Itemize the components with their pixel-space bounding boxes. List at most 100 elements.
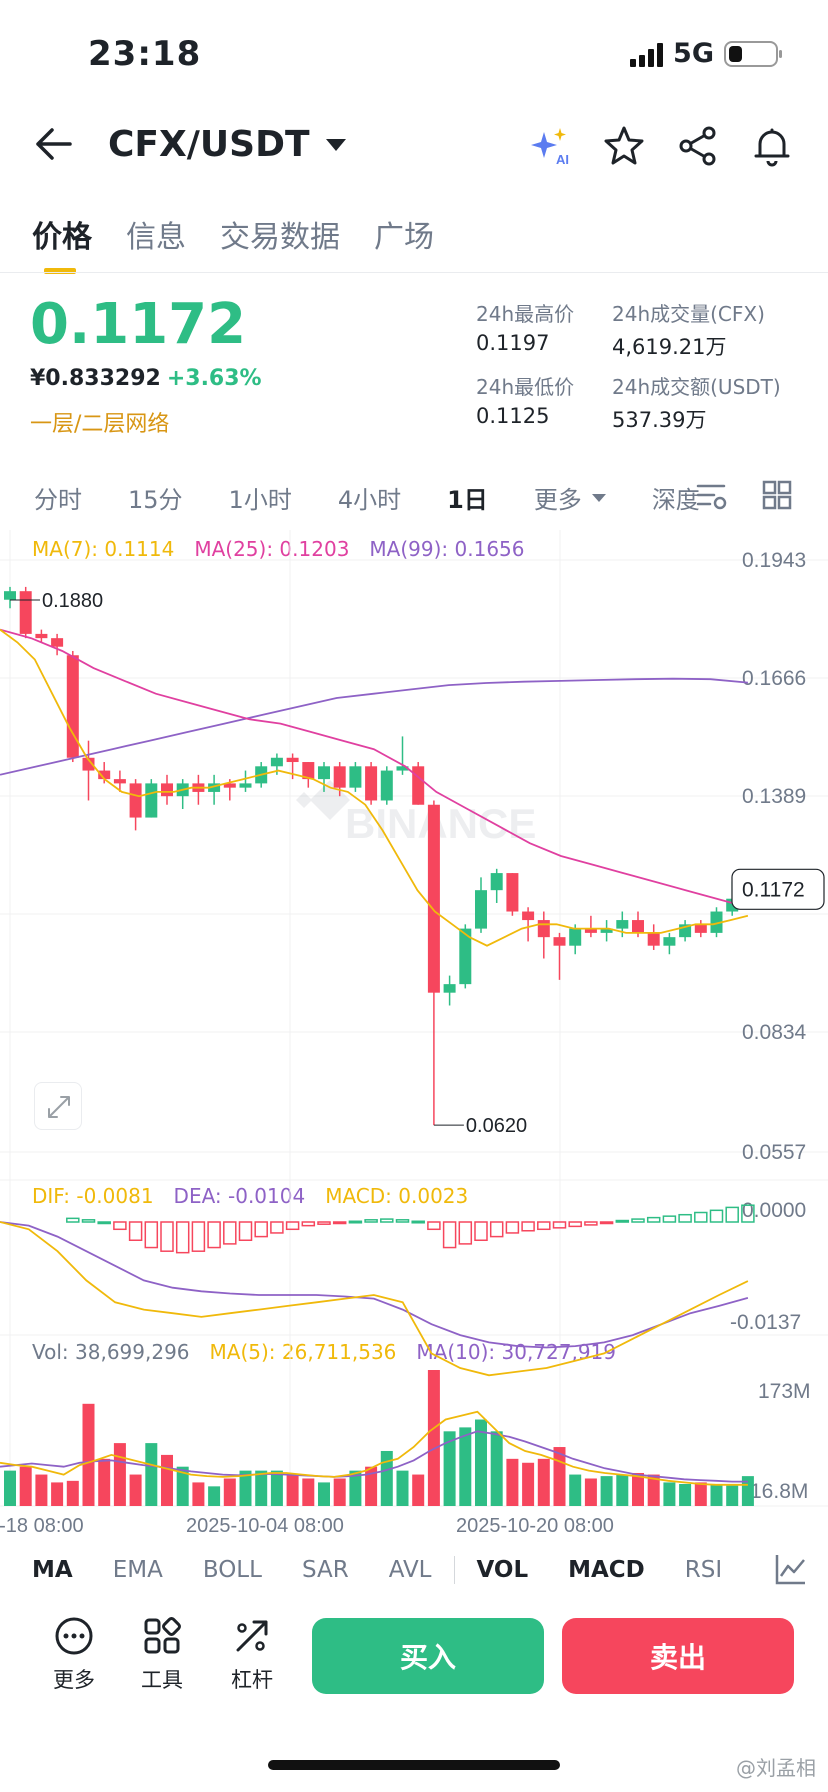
macd-histogram-bar	[364, 1219, 378, 1223]
indicator-settings-icon[interactable]	[774, 1552, 808, 1586]
macd-histogram-bar	[458, 1221, 473, 1245]
candle-body	[475, 890, 487, 929]
macd-legend: DIF: -0.0081 DEA: -0.0104 MACD: 0.0023	[32, 1184, 468, 1208]
interval-4h[interactable]: 4小时	[337, 486, 402, 514]
sell-button[interactable]: 卖出	[562, 1618, 794, 1694]
price-change: +3.63%	[166, 366, 262, 391]
macd-histogram-bar	[348, 1220, 363, 1224]
interval-1h[interactable]: 1小时	[228, 486, 292, 514]
candle-body	[647, 932, 660, 946]
macd-histogram-bar	[175, 1221, 190, 1254]
candle-body	[82, 757, 95, 771]
candle-body	[113, 779, 126, 784]
star-icon[interactable]	[602, 124, 646, 168]
candle-body	[66, 655, 79, 758]
expand-chart-button[interactable]	[34, 1082, 82, 1130]
depth-tab[interactable]: 深度	[651, 486, 700, 514]
stat-label: 24h最低价	[476, 375, 575, 399]
macd-histogram-bar	[160, 1221, 174, 1252]
buy-button[interactable]: 买入	[312, 1618, 544, 1694]
bell-icon[interactable]	[750, 124, 794, 168]
chart-settings-icon[interactable]	[696, 482, 728, 512]
leverage-icon	[236, 1620, 268, 1652]
layout-grid-icon[interactable]	[762, 480, 792, 510]
tab-square[interactable]: 广场	[374, 220, 434, 255]
ma99-legend: MA(99): 0.1656	[369, 537, 525, 561]
stat-value: 537.39万	[612, 408, 707, 432]
macd-histogram-bar	[81, 1219, 96, 1223]
tab-price[interactable]: 价格	[32, 212, 92, 274]
candle-body	[600, 928, 613, 933]
vol-ma5-legend: MA(5): 26,711,536	[209, 1340, 397, 1364]
volume-bar	[741, 1476, 754, 1506]
ind-ma[interactable]: MA	[32, 1557, 73, 1583]
signal-icon	[630, 41, 664, 67]
kline-chart[interactable]: BINANCE 0.1943 0.1666 0.1389 0.0834 0.0557 0.1…	[0, 0, 828, 1540]
interval-1d[interactable]: 1日	[447, 486, 488, 514]
ai-sparkle-icon[interactable]: AI	[528, 124, 572, 168]
candle-body	[349, 766, 362, 788]
back-arrow-icon[interactable]	[34, 126, 74, 162]
candle-body	[223, 783, 236, 788]
volume-bar	[584, 1478, 597, 1506]
pair-selector[interactable]: CFX/USDT	[108, 124, 346, 165]
candle-body	[19, 591, 32, 634]
volume-bar	[427, 1370, 440, 1506]
volume-bar	[632, 1472, 644, 1506]
ind-vol[interactable]: VOL	[476, 1557, 529, 1583]
candle-body	[35, 633, 48, 639]
tabs-divider	[0, 272, 828, 273]
stat-low: 24h最低价 0.1125	[476, 371, 612, 434]
candle-body	[584, 928, 597, 933]
stat-volume: 24h成交量(CFX) 4,619.21万	[612, 298, 812, 361]
ind-sar[interactable]: SAR	[301, 1557, 349, 1583]
macd-histogram-bar	[615, 1219, 630, 1223]
vol-ma10-line	[0, 1430, 748, 1483]
volume-bar	[569, 1474, 582, 1506]
macd-histogram-bar	[223, 1221, 237, 1245]
volume-bar	[82, 1403, 95, 1506]
macd-histogram-bar	[709, 1209, 724, 1223]
macd-histogram-bar	[270, 1221, 284, 1234]
ma25-legend: MA(25): 0.1203	[194, 537, 350, 561]
ma99-line	[0, 677, 748, 776]
price-cny: ¥0.833292	[30, 366, 161, 391]
ind-rsi[interactable]: RSI	[684, 1557, 723, 1583]
ind-avl[interactable]: AVL	[388, 1557, 432, 1583]
network-tag[interactable]: 一层/二层网络	[30, 412, 170, 437]
price-axis-label: 0.0557	[742, 1141, 806, 1164]
tools-action[interactable]: 工具	[132, 1616, 192, 1694]
ind-boll[interactable]: BOLL	[202, 1557, 262, 1583]
leverage-action[interactable]: 杠杆	[222, 1616, 282, 1694]
volume-bar	[522, 1462, 535, 1506]
candle-body	[694, 924, 707, 933]
volume-bar	[396, 1470, 409, 1506]
macd-histogram-bar	[285, 1221, 300, 1231]
interval-more[interactable]: 更多	[534, 480, 606, 515]
interval-time-sharing[interactable]: 分时	[34, 486, 82, 514]
ind-ema[interactable]: EMA	[112, 1557, 163, 1583]
svg-text:AI: AI	[556, 152, 569, 167]
macd-histogram-bar	[191, 1221, 206, 1252]
volume-bar	[647, 1474, 660, 1506]
volume-bar	[365, 1466, 378, 1506]
candle-body	[365, 766, 378, 801]
price-axis-label: 0.0834	[742, 1021, 807, 1044]
macd-histogram-bar	[521, 1221, 535, 1232]
candle-body	[270, 757, 283, 767]
volume-bar	[4, 1470, 16, 1506]
interval-more-label: 更多	[533, 486, 582, 514]
share-icon[interactable]	[676, 124, 720, 168]
current-price-tag	[731, 868, 825, 910]
ind-macd[interactable]: MACD	[568, 1557, 645, 1583]
tab-trading-data[interactable]: 交易数据	[220, 220, 340, 255]
candle-body	[4, 591, 16, 600]
status-time: 23:18	[88, 34, 202, 74]
macd-axis-label: 0.0000	[742, 1199, 806, 1222]
more-action[interactable]: 更多	[44, 1616, 104, 1694]
volume-bar	[98, 1458, 111, 1506]
macd-histogram-bar	[207, 1221, 221, 1249]
interval-15m[interactable]: 15分	[128, 486, 183, 514]
candle-body	[663, 937, 676, 946]
tab-info[interactable]: 信息	[126, 220, 186, 255]
